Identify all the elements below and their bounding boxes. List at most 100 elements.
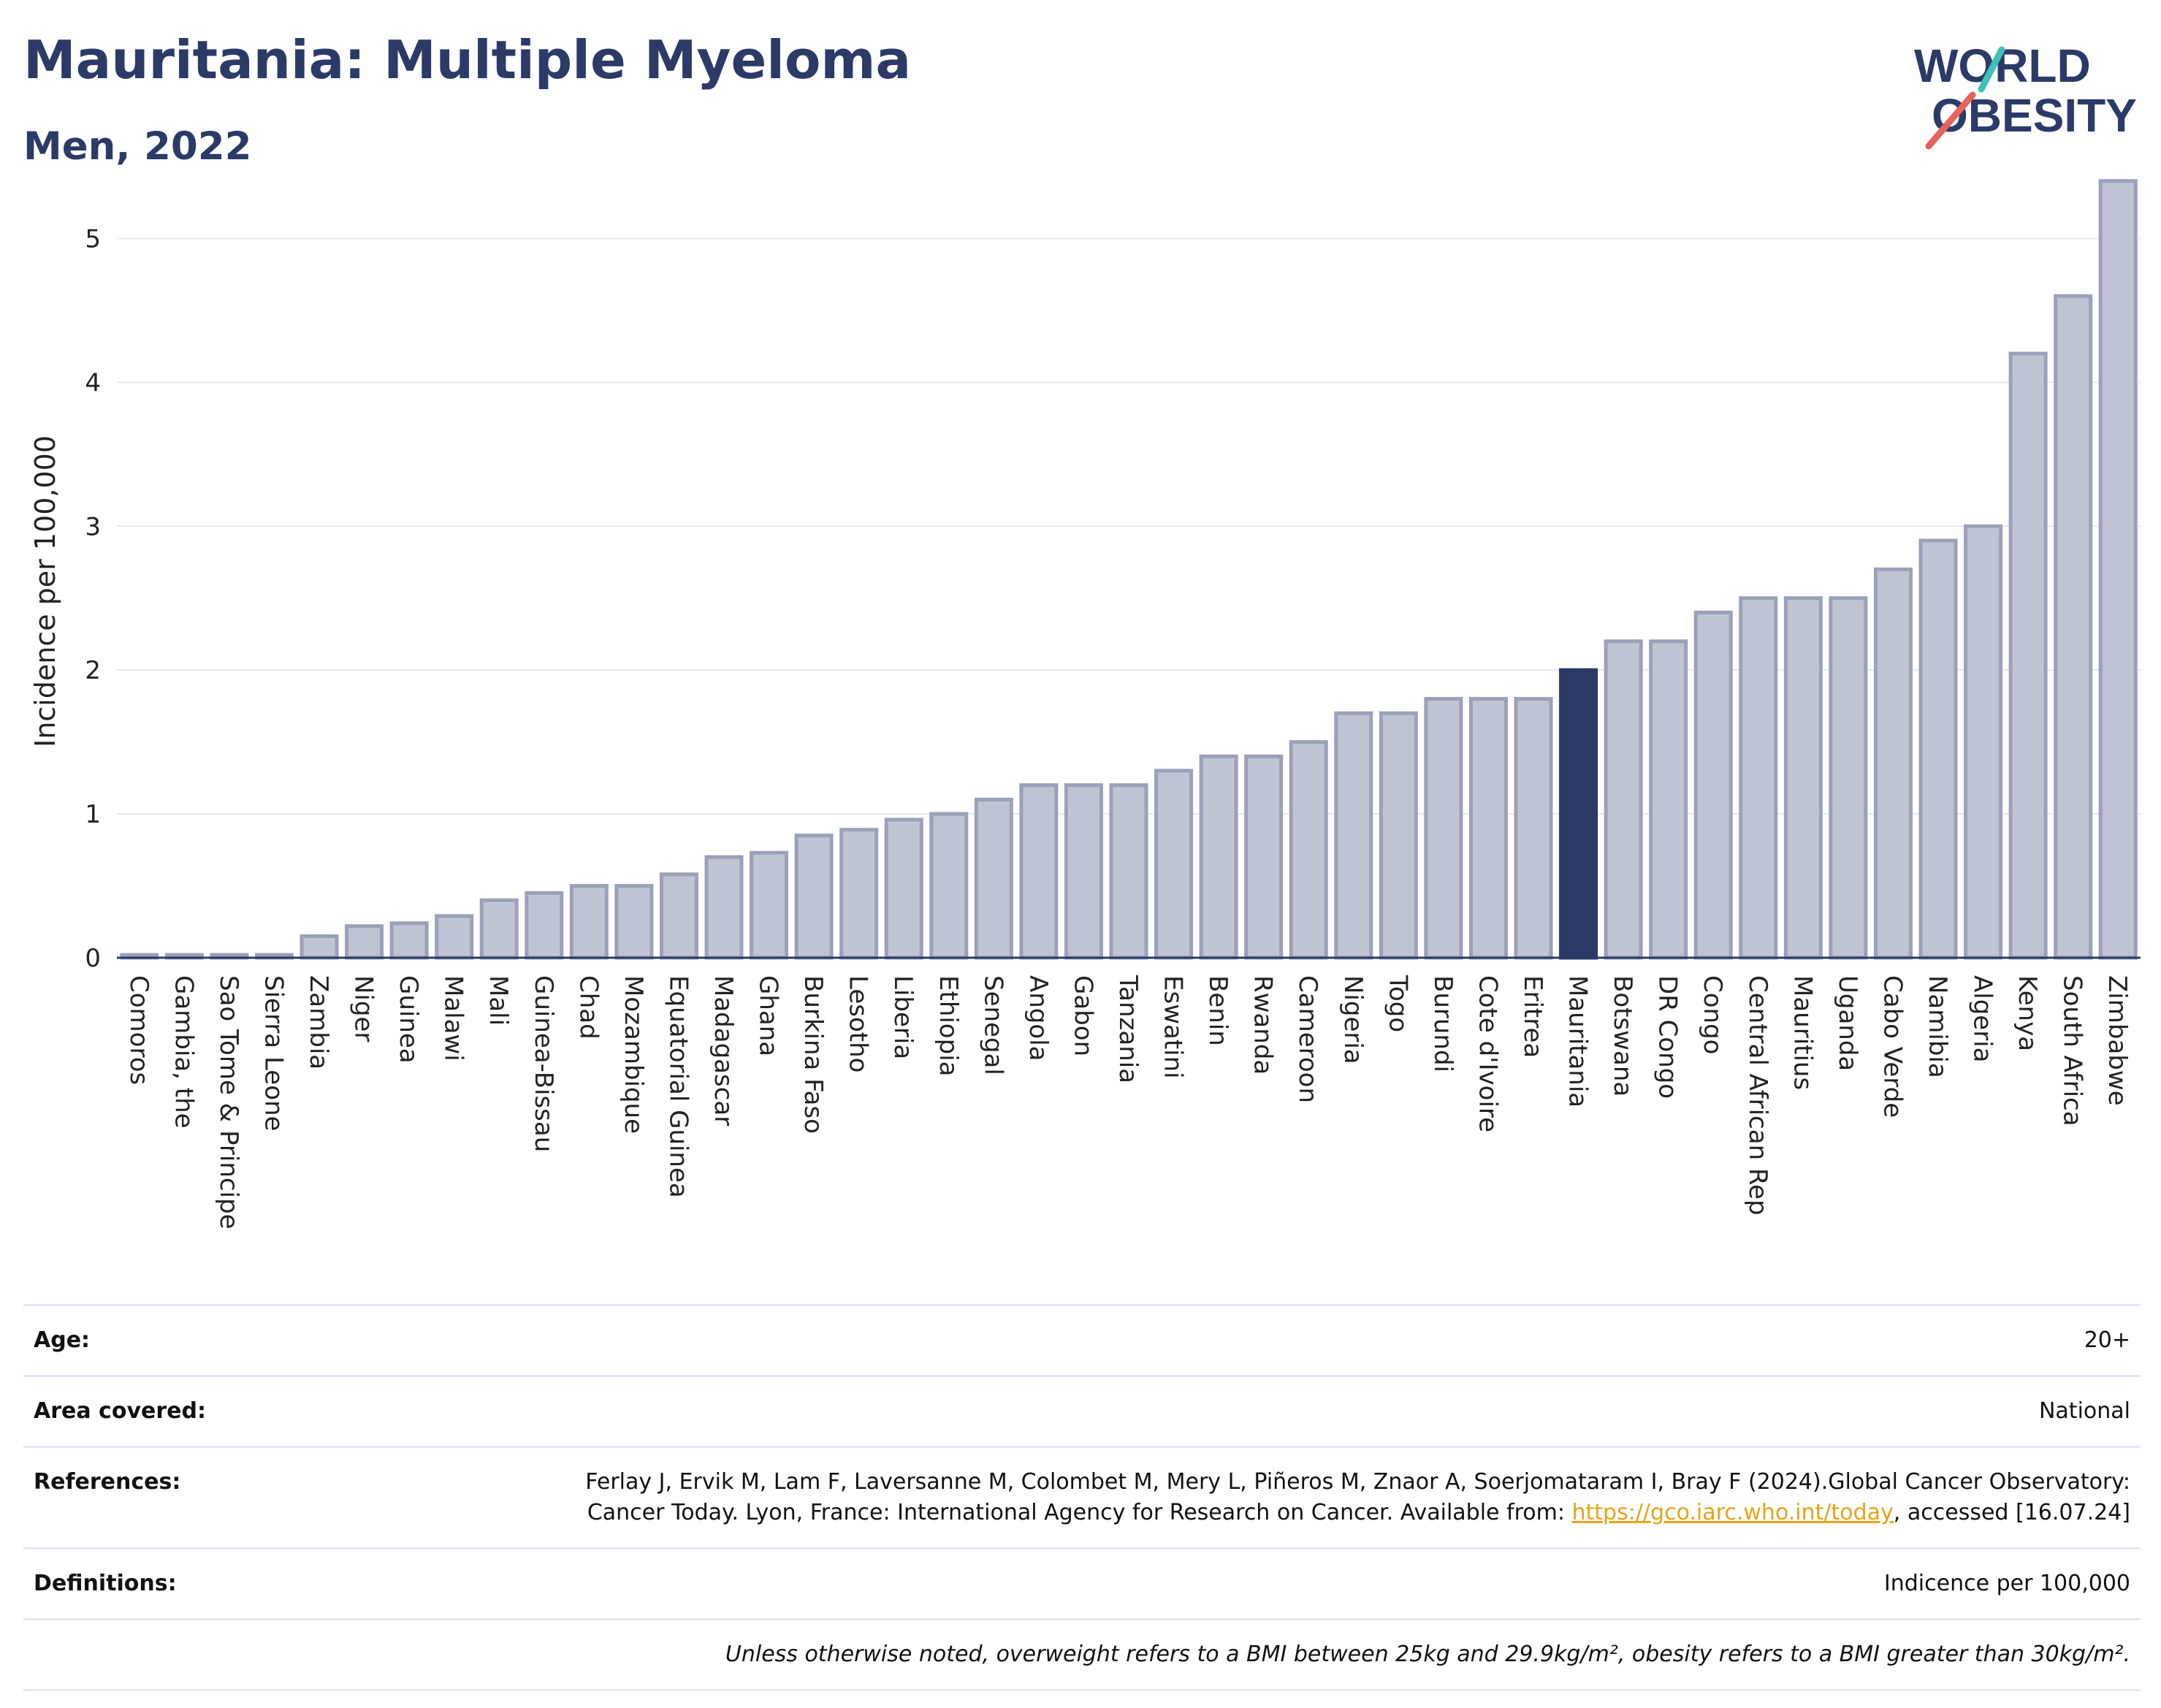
x-tick-label: Nigeria — [1338, 975, 1368, 1064]
definitions-value: Indicence per 100,000 — [1883, 1571, 2130, 1596]
info-table: Age: 20+ Area covered: National Referenc… — [23, 1304, 2141, 1691]
y-tick-label: 0 — [85, 944, 101, 973]
bar — [1783, 596, 1823, 960]
area-label: Area covered: — [34, 1398, 206, 1424]
bar — [2054, 294, 2093, 960]
x-tick-label: Zambia — [304, 975, 333, 1070]
x-tick-label: Mauritius — [1788, 975, 1817, 1090]
x-tick-label: Senegal — [978, 975, 1007, 1075]
bar — [659, 872, 698, 960]
bmi-note: Unless otherwise noted, overweight refer… — [725, 1642, 2130, 1667]
bar — [2008, 351, 2048, 960]
info-row-definitions: Definitions: Indicence per 100,000 — [23, 1547, 2141, 1618]
x-tick-label: Eswatini — [1159, 975, 1188, 1079]
page-subtitle: Men, 2022 — [23, 124, 252, 169]
bar — [794, 834, 834, 960]
x-tick-label: DR Congo — [1653, 975, 1682, 1099]
x-tick-label: Equatorial Guinea — [663, 975, 693, 1198]
x-tick-label: South Africa — [2058, 975, 2087, 1126]
y-tick-label: 1 — [85, 800, 101, 829]
bar — [2098, 179, 2138, 960]
x-tick-label: Sierra Leone — [259, 975, 288, 1131]
bar — [569, 884, 609, 960]
x-tick-label: Chad — [573, 975, 603, 1040]
bar — [345, 924, 384, 960]
bar — [1109, 783, 1148, 960]
bar — [884, 817, 923, 960]
x-tick-label: Cameroon — [1293, 975, 1322, 1103]
bar — [1873, 567, 1913, 960]
x-tick-label: Burkina Faso — [799, 975, 828, 1134]
x-tick-label: Togo — [1383, 975, 1412, 1032]
bar — [1918, 538, 1958, 960]
x-tick-label: Kenya — [2013, 975, 2042, 1051]
bar — [929, 812, 969, 960]
references-link[interactable]: https://gco.iarc.who.int/today — [1571, 1500, 1894, 1525]
bar — [750, 850, 789, 960]
bar — [704, 855, 744, 960]
bar — [1244, 754, 1284, 960]
info-row-note: Unless otherwise noted, overweight refer… — [23, 1618, 2141, 1691]
x-tick-label: Mozambique — [619, 975, 648, 1134]
x-tick-label: Sao Tome & Principe — [214, 975, 243, 1229]
bar — [1604, 639, 1643, 960]
x-tick-label: Mauritania — [1563, 975, 1593, 1107]
y-tick-label: 4 — [85, 368, 101, 397]
x-tick-label: Burundi — [1428, 975, 1457, 1072]
bar — [1739, 596, 1778, 960]
bar — [1693, 610, 1733, 960]
references-value: Ferlay J, Ervik M, Lam F, Laversanne M, … — [545, 1467, 2130, 1528]
x-tick-label: Cote d'Ivoire — [1473, 975, 1502, 1132]
x-tick-label: Eritrea — [1518, 975, 1547, 1058]
bar — [1019, 783, 1059, 960]
bar — [479, 898, 519, 960]
y-axis-label: Incidence per 100,000 — [29, 435, 61, 747]
info-row-age: Age: 20+ — [23, 1304, 2141, 1375]
bar — [1334, 711, 1373, 960]
page-title: Mauritania: Multiple Myeloma — [23, 29, 912, 91]
bar — [525, 891, 564, 960]
bar — [1379, 711, 1418, 960]
bar — [1064, 783, 1103, 960]
logo-slash-teal — [1978, 46, 2005, 93]
x-tick-label: Ghana — [754, 975, 783, 1056]
bar — [1424, 697, 1463, 960]
bar — [974, 797, 1013, 960]
x-tick-label: Namibia — [1923, 975, 1952, 1078]
x-tick-label: Angola — [1024, 975, 1053, 1061]
bar — [1964, 524, 2003, 960]
bar — [435, 914, 474, 960]
references-accessed: , accessed [16.07.24] — [1893, 1500, 2130, 1525]
x-tick-label: Guinea — [394, 975, 423, 1064]
bar — [1649, 639, 1688, 960]
bar — [1514, 697, 1553, 960]
x-tick-label: Algeria — [1968, 975, 1997, 1062]
bar-chart: 0 1 2 3 4 5 Incidence per 100,000 Comoros Gambia… — [29, 179, 2141, 1229]
y-tick-label: 2 — [85, 656, 101, 685]
x-tick-label: Niger — [349, 975, 378, 1042]
info-row-references: References: Ferlay J, Ervik M, Lam F, La… — [23, 1446, 2141, 1547]
x-tick-label: Liberia — [888, 975, 918, 1059]
x-tick-label: Guinea-Bissau — [529, 975, 558, 1152]
x-tick-label: Gambia, the — [169, 975, 198, 1129]
bar — [614, 884, 654, 960]
bar — [300, 934, 339, 960]
world-obesity-logo: WORLD OBESITY — [1914, 39, 2137, 150]
age-label: Age: — [34, 1327, 91, 1353]
x-tick-label: Madagascar — [709, 975, 738, 1126]
x-tick-label: Rwanda — [1249, 975, 1278, 1075]
x-tick-label: Botswana — [1608, 975, 1637, 1097]
x-tick-label: Cabo Verde — [1878, 975, 1907, 1118]
bar — [1559, 668, 1598, 960]
bar — [389, 921, 429, 960]
x-tick-label: Zimbabwe — [2103, 975, 2132, 1106]
definitions-label: Definitions: — [34, 1571, 177, 1596]
x-tick-label: Benin — [1203, 975, 1232, 1046]
x-tick-label: Uganda — [1833, 975, 1862, 1071]
x-tick-label: Central African Rep — [1743, 975, 1772, 1216]
bar — [1154, 769, 1194, 960]
bar — [1468, 697, 1508, 960]
y-tick-label: 3 — [85, 512, 101, 541]
x-tick-label: Tanzania — [1113, 975, 1143, 1083]
bar — [839, 828, 879, 960]
